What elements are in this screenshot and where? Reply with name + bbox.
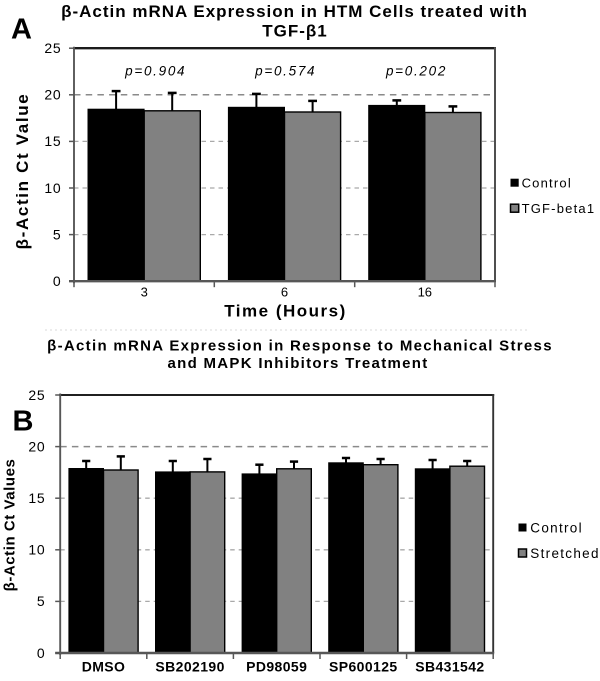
- svg-text:25: 25: [44, 40, 61, 56]
- svg-text:5: 5: [53, 226, 62, 242]
- svg-text:SB431542: SB431542: [415, 659, 484, 675]
- svg-text:6: 6: [281, 285, 288, 300]
- svg-text:25: 25: [28, 387, 45, 403]
- svg-text:B: B: [13, 406, 34, 438]
- svg-text:Control: Control: [522, 176, 572, 191]
- svg-text:16: 16: [418, 285, 432, 300]
- svg-text:0: 0: [37, 645, 46, 661]
- svg-text:DMSO: DMSO: [82, 659, 126, 675]
- svg-text:20: 20: [44, 87, 61, 103]
- svg-text:p=0.904: p=0.904: [124, 64, 186, 79]
- svg-text:SB202190: SB202190: [155, 659, 224, 675]
- svg-text:Control: Control: [530, 521, 583, 536]
- svg-text:SP600125: SP600125: [329, 659, 398, 675]
- svg-text:β-Actin mRNA Expression in HTM: β-Actin mRNA Expression in HTM Cells tre…: [61, 2, 528, 21]
- svg-text:20: 20: [28, 438, 45, 454]
- svg-text:β-Actin mRNA Expression in Res: β-Actin mRNA Expression in Response to M…: [47, 338, 553, 355]
- svg-text:β-Actin Ct Values: β-Actin Ct Values: [2, 459, 19, 592]
- svg-text:TGF-β1: TGF-β1: [262, 21, 327, 40]
- svg-text:PD98059: PD98059: [246, 659, 307, 675]
- svg-text:0: 0: [53, 273, 62, 289]
- svg-text:β-Actin Ct Value: β-Actin Ct Value: [13, 93, 32, 250]
- svg-text:Stretched: Stretched: [530, 546, 599, 561]
- svg-text:10: 10: [28, 542, 45, 558]
- svg-text:15: 15: [44, 133, 61, 149]
- svg-text:15: 15: [28, 490, 45, 506]
- svg-text:3: 3: [141, 285, 148, 300]
- svg-text:and MAPK Inhibitors Treatment: and MAPK Inhibitors Treatment: [167, 355, 428, 372]
- svg-text:TGF-beta1: TGF-beta1: [522, 201, 596, 216]
- svg-text:p=0.574: p=0.574: [254, 64, 316, 79]
- svg-text:10: 10: [44, 180, 61, 196]
- svg-text:A: A: [11, 14, 32, 46]
- svg-text:5: 5: [37, 593, 46, 609]
- svg-text:p=0.202: p=0.202: [385, 64, 447, 79]
- svg-text:Time (Hours): Time (Hours): [224, 302, 347, 321]
